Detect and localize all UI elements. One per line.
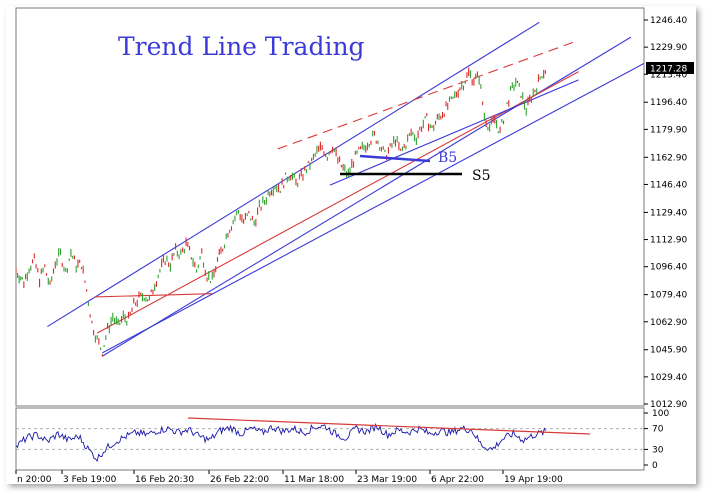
price-tick-label: 1246.40 <box>650 16 687 26</box>
price-tick-label: 1213.40 <box>650 70 687 80</box>
price-axis: 1246.40 1229.90 1213.40 1196.40 1179.90 1162.… <box>644 16 687 410</box>
time-tick-label: 11 Mar 18:00 <box>284 475 344 485</box>
b5-label: B5 <box>438 150 457 166</box>
price-tick-label: 1029.40 <box>650 373 687 383</box>
trendline-1 <box>102 36 632 357</box>
time-tick-label: 23 Mar 19:00 <box>357 475 417 485</box>
price-tick-label: 1129.40 <box>650 208 687 218</box>
price-tick-label: 1062.90 <box>650 318 687 328</box>
trendline-2 <box>102 62 644 354</box>
price-tick-label: 1229.90 <box>650 43 687 53</box>
rsi-levels <box>16 428 644 450</box>
price-tick-label: 1079.40 <box>650 291 687 301</box>
chart-title: Trend Line Trading <box>118 32 365 61</box>
time-tick-label: n 20:00 <box>17 475 52 485</box>
time-tick-label: 6 Apr 22:00 <box>431 475 484 485</box>
rsi-axis: 100 70 30 0 <box>644 409 669 471</box>
time-tick-label: 16 Feb 20:30 <box>135 475 194 485</box>
price-tick-label: 1196.40 <box>650 98 687 108</box>
b5-line <box>359 154 431 163</box>
trendline-3 <box>96 71 579 334</box>
rsi-tick-label: 0 <box>652 461 658 471</box>
trendline-5 <box>277 39 579 150</box>
price-tick-label: 1045.90 <box>650 346 687 356</box>
trendline-6 <box>329 79 579 186</box>
price-tick-label: 1112.90 <box>650 236 687 246</box>
current-price-label: 1217.28 <box>650 65 687 75</box>
price-tick-label: 1179.90 <box>650 125 687 135</box>
price-trendlines <box>47 21 644 357</box>
rsi-pane <box>15 407 645 471</box>
time-tick-label: 26 Feb 22:00 <box>210 475 269 485</box>
rsi-line <box>16 422 547 463</box>
price-tick-label: 1162.90 <box>650 153 687 163</box>
price-tick-label: 1012.90 <box>650 400 687 410</box>
trendline-0 <box>47 21 540 328</box>
rsi-series <box>16 422 547 463</box>
rsi-tick-label: 30 <box>652 445 664 455</box>
trendline-4 <box>94 293 213 298</box>
rsi-tick-label: 100 <box>652 409 669 419</box>
price-series <box>16 67 546 357</box>
rsi-tick-label: 70 <box>652 425 664 435</box>
price-tick-label: 1146.40 <box>650 180 687 190</box>
time-tick-label: 3 Feb 19:00 <box>63 475 117 485</box>
s5-label: S5 <box>472 168 491 184</box>
current-price-box <box>646 62 694 74</box>
price-tick-label: 1096.40 <box>650 263 687 273</box>
time-axis: n 20:00 3 Feb 19:00 16 Feb 20:30 26 Feb 22:… <box>15 470 563 485</box>
time-tick-label: 19 Apr 19:00 <box>504 475 563 485</box>
rsi-trendline <box>187 417 591 435</box>
